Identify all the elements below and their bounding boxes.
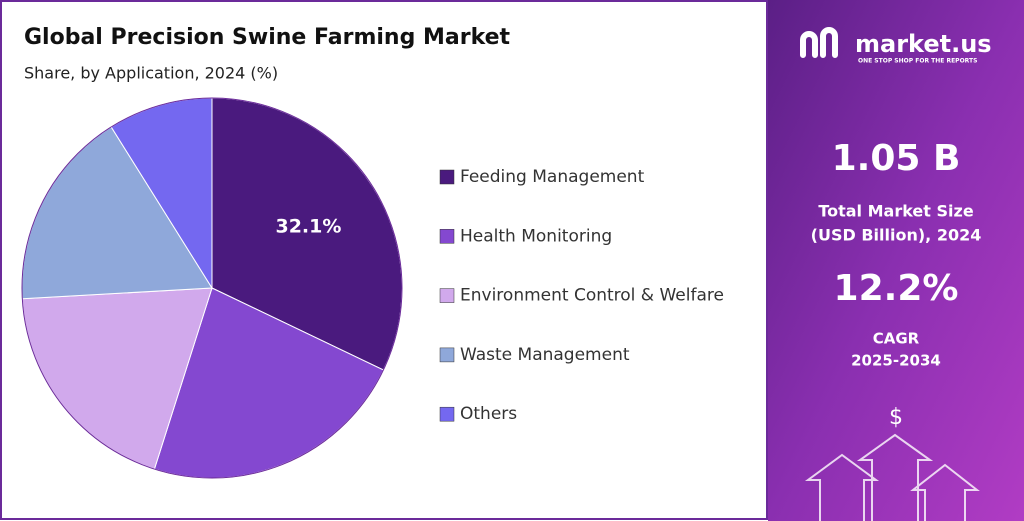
legend-label: Health Monitoring	[460, 226, 612, 246]
legend-label: Feeding Management	[460, 167, 645, 187]
sidebar	[768, 0, 1024, 521]
legend-label: Others	[460, 404, 517, 424]
pie-outline	[21, 97, 403, 479]
legend-swatch	[439, 406, 455, 422]
market-size-label: Total Market Size	[818, 202, 973, 221]
legend-label: Waste Management	[460, 345, 630, 365]
chart-title: Global Precision Swine Farming Market	[24, 25, 511, 50]
market-size-label: (USD Billion), 2024	[811, 226, 982, 245]
chart-subtitle: Share, by Application, 2024 (%)	[24, 64, 278, 83]
brand: market.us	[855, 30, 992, 58]
cagr-label: CAGR	[873, 330, 920, 348]
dollar-icon: $	[889, 405, 903, 430]
legend-swatch	[439, 229, 455, 244]
legend-label: Environment Control & Welfare	[460, 286, 724, 306]
data-label: 32.1%	[275, 216, 341, 238]
cagr-label: 2025-2034	[851, 352, 941, 370]
arrows-icon	[804, 433, 980, 521]
legend-swatch	[439, 288, 455, 303]
market-size: 1.05 B	[832, 138, 961, 179]
legend-swatch	[439, 347, 455, 363]
tagline: ONE STOP SHOP FOR THE REPORTS	[858, 58, 977, 65]
logo-mark	[800, 27, 838, 58]
legend-swatch	[439, 169, 455, 185]
cagr: 12.2%	[834, 268, 959, 309]
